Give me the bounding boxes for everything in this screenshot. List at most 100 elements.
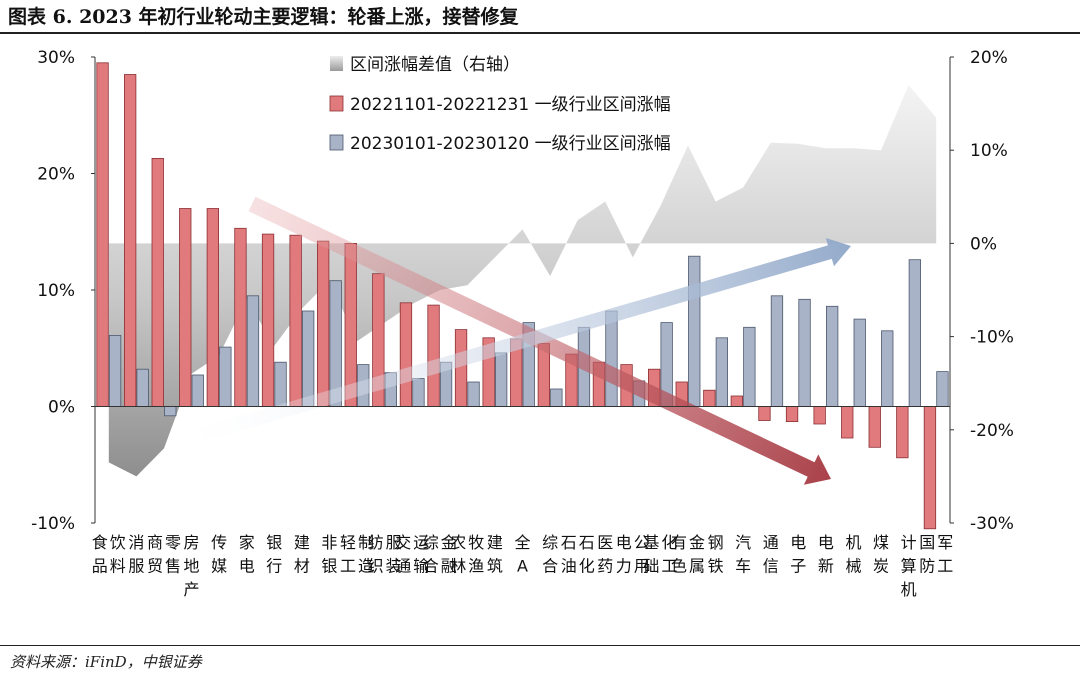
trend-arrows-layer <box>188 196 851 485</box>
right-tick-label-5: 20% <box>970 48 1008 68</box>
category-label-2: 商贸零售 <box>147 533 181 576</box>
bar-2023-6 <box>274 361 287 407</box>
bar-2023-21 <box>688 255 701 407</box>
bar-2023-5 <box>246 295 260 407</box>
bar-2023-3 <box>191 374 204 407</box>
right-tick-label-1: -20% <box>970 421 1014 441</box>
category-label-25: 电子 <box>790 533 806 576</box>
bar-2022-12 <box>427 304 440 407</box>
page-title: 图表 6. 2023 年初行业轮动主要逻辑：轮番上涨，接替修复 <box>8 6 519 28</box>
category-label-14: 建筑 <box>487 533 503 576</box>
category-label-22: 钢铁 <box>708 533 724 576</box>
bar-2023-24 <box>770 295 784 407</box>
bar-2023-0 <box>108 334 122 407</box>
bar-2022-30 <box>923 406 937 530</box>
category-label-30: 国防军工 <box>919 533 953 576</box>
bar-2022-23 <box>730 395 743 407</box>
bar-2022-2 <box>151 157 164 407</box>
bar-2022-6 <box>261 233 275 407</box>
chart: -10% 0% 10% 20% 30% -30% -20% -10% 0% 10% 20% 食品饮料消… <box>31 48 1014 599</box>
category-label-17: 石油石化 <box>561 533 595 576</box>
bar-2023-26 <box>826 305 839 407</box>
footer-rule <box>0 645 1080 646</box>
bar-2023-30 <box>936 371 949 407</box>
bar-2023-16 <box>550 388 563 407</box>
bar-2022-25 <box>785 406 799 423</box>
category-label-20: 基础化工 <box>643 533 677 576</box>
category-label-8: 非银 <box>321 533 337 576</box>
left-tick-label-0: -10% <box>31 514 75 534</box>
right-tick-label-0: -30% <box>970 514 1014 534</box>
bar-2023-4 <box>219 346 232 407</box>
category-label-10: 纺织服装 <box>368 533 402 576</box>
left-tick-label-3: 20% <box>37 165 75 185</box>
right-tick-label-2: -10% <box>970 328 1014 348</box>
legend-swatch-1 <box>329 95 344 112</box>
right-tick-label-4: 10% <box>970 141 1008 161</box>
bar-2022-7 <box>289 234 302 407</box>
bar-2023-1 <box>136 368 149 407</box>
bar-2022-8 <box>316 240 330 407</box>
legend-swatch-0 <box>330 56 343 71</box>
category-label-16: 综合 <box>542 533 558 576</box>
bar-2023-27 <box>853 318 866 407</box>
legend-layer: 区间涨幅差值（右轴） 20221101-20221231 一级行业区间涨幅 2023… <box>329 55 671 154</box>
bar-2023-22 <box>715 337 728 407</box>
bar-2022-1 <box>124 74 137 407</box>
right-tick-label-3: 0% <box>970 234 997 254</box>
bar-2023-29 <box>908 259 921 407</box>
bar-2023-14 <box>494 352 508 407</box>
category-label-19: 电力公用 <box>616 533 650 576</box>
bar-2022-13 <box>454 329 468 407</box>
category-label-9: 轻工制造 <box>340 533 374 576</box>
bar-2023-2 <box>164 406 177 417</box>
category-label-12: 综合金融 <box>423 533 457 576</box>
category-label-24: 通信 <box>763 533 779 576</box>
bar-2022-27 <box>841 406 854 439</box>
bar-2022-4 <box>206 208 220 407</box>
legend-label-2: 20230101-20230120 一级行业区间涨幅 <box>350 134 671 154</box>
axes-layer: -10% 0% 10% 20% 30% -30% -20% -10% 0% 10% 20% 食品饮料消… <box>31 48 1014 599</box>
legend-label-0: 区间涨幅差值（右轴） <box>350 55 520 75</box>
difference-area <box>108 85 937 477</box>
category-label-6: 银行 <box>266 533 282 576</box>
category-label-21: 有色金属 <box>671 533 705 576</box>
category-label-7: 建材 <box>294 533 310 576</box>
bar-2022-28 <box>868 406 881 448</box>
bar-2022-24 <box>758 406 771 421</box>
bar-2022-22 <box>703 389 716 407</box>
category-label-13: 农林牧渔 <box>450 533 484 576</box>
category-label-27: 机械 <box>845 533 861 576</box>
category-label-0: 食品饮料 <box>92 533 126 576</box>
bar-2022-3 <box>179 208 192 407</box>
category-label-5: 家电 <box>239 533 255 576</box>
bar-2022-29 <box>896 406 909 459</box>
legend-label-1: 20221101-20221231 一级行业区间涨幅 <box>350 95 671 115</box>
bar-2022-0 <box>96 62 109 407</box>
blue-trend-arrow <box>188 238 851 445</box>
legend-swatch-2 <box>329 134 344 151</box>
bar-2023-11 <box>412 378 425 407</box>
category-label-3: 房地产 <box>183 533 199 599</box>
bar-2023-7 <box>301 310 315 407</box>
category-label-28: 煤炭 <box>873 533 889 576</box>
bar-2023-25 <box>798 298 811 407</box>
bar-2023-13 <box>467 381 480 407</box>
bar-2023-23 <box>743 326 756 407</box>
bar-2023-18 <box>605 310 618 407</box>
category-label-29: 计算机 <box>901 533 917 599</box>
category-label-23: 汽车 <box>735 533 751 576</box>
bar-2022-11 <box>399 302 413 407</box>
category-label-11: 交通运输 <box>395 533 429 576</box>
left-tick-label-1: 0% <box>48 398 75 418</box>
left-tick-label-4: 30% <box>37 48 75 68</box>
title-rule <box>0 32 1080 34</box>
left-tick-label-2: 10% <box>37 281 75 301</box>
bar-2022-26 <box>813 406 826 425</box>
category-label-26: 电新 <box>818 533 834 576</box>
category-label-1: 消服 <box>128 533 144 576</box>
difference-area-layer <box>108 85 937 477</box>
bar-2022-5 <box>234 227 247 407</box>
category-label-4: 传媒 <box>211 533 227 576</box>
